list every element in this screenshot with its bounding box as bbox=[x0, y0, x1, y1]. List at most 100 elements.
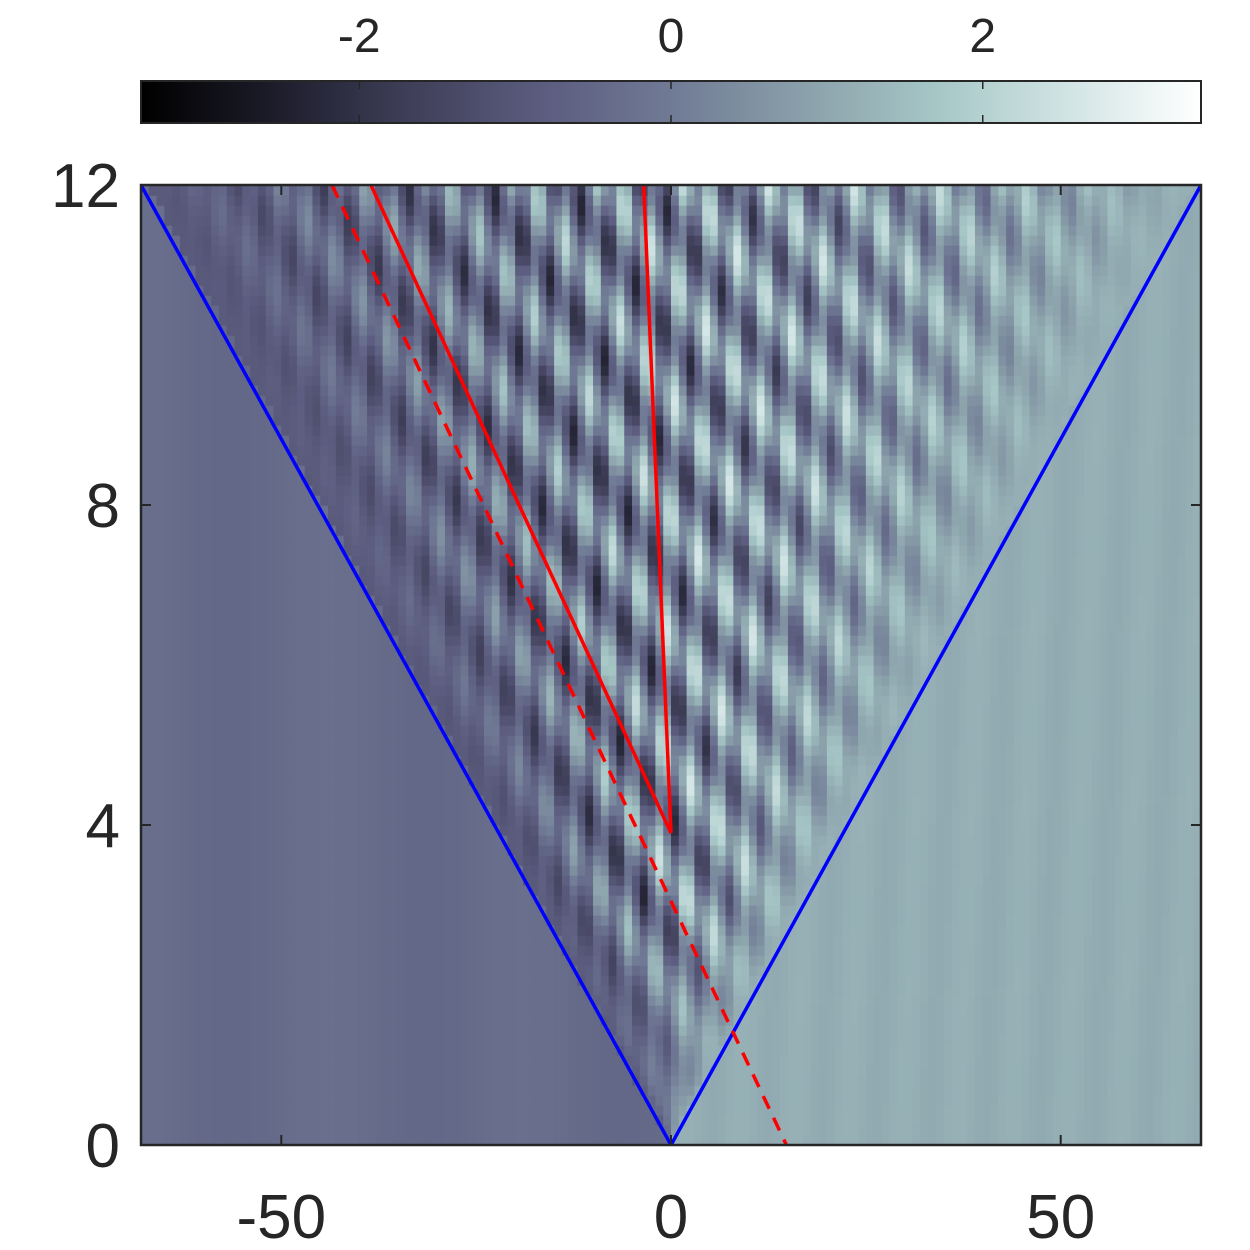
heatmap-cell bbox=[593, 985, 602, 996]
heatmap-cell bbox=[218, 915, 228, 926]
heatmap-cell bbox=[1006, 795, 1015, 806]
heatmap-cell bbox=[195, 855, 205, 866]
heatmap-cell bbox=[795, 815, 805, 826]
heatmap-cell bbox=[1060, 945, 1070, 956]
heatmap-cell bbox=[156, 1135, 166, 1145]
heatmap-cell bbox=[577, 795, 586, 806]
heatmap-cell bbox=[507, 995, 516, 1006]
heatmap-cell bbox=[335, 985, 345, 996]
heatmap-cell bbox=[1037, 835, 1046, 846]
heatmap-cell bbox=[577, 875, 586, 886]
heatmap-cell bbox=[671, 1115, 680, 1126]
heatmap-cell bbox=[1084, 995, 1093, 1006]
heatmap-cell bbox=[483, 1075, 493, 1086]
heatmap-cell bbox=[335, 1005, 345, 1016]
heatmap-cell bbox=[265, 1115, 275, 1126]
heatmap-cell bbox=[460, 835, 470, 846]
heatmap-cell bbox=[320, 785, 329, 796]
heatmap-cell bbox=[881, 1005, 890, 1016]
heatmap-cell bbox=[655, 935, 664, 946]
heatmap-cell bbox=[608, 1135, 618, 1145]
heatmap-cell bbox=[1045, 805, 1054, 816]
heatmap-cell bbox=[904, 1035, 914, 1046]
heatmap-cell bbox=[538, 915, 547, 926]
heatmap-cell bbox=[374, 1105, 384, 1116]
heatmap-cell bbox=[1060, 825, 1070, 836]
heatmap-cell bbox=[865, 925, 875, 936]
heatmap-cell bbox=[819, 985, 828, 996]
heatmap-cell bbox=[803, 925, 812, 936]
heatmap-cell bbox=[632, 815, 641, 826]
heatmap-cell bbox=[1076, 1015, 1085, 1026]
heatmap-cell bbox=[1021, 1055, 1031, 1066]
heatmap-cell bbox=[639, 815, 649, 826]
heatmap-cell bbox=[842, 855, 851, 866]
heatmap-cell bbox=[148, 805, 158, 816]
heatmap-cell bbox=[678, 885, 688, 896]
heatmap-cell bbox=[647, 865, 657, 876]
heatmap-cell bbox=[889, 1005, 898, 1016]
heatmap-cell bbox=[1037, 845, 1046, 856]
heatmap-cell bbox=[234, 1055, 244, 1066]
heatmap-cell bbox=[1060, 1055, 1070, 1066]
heatmap-cell bbox=[593, 945, 602, 956]
heatmap-cell bbox=[390, 1085, 399, 1096]
heatmap-cell bbox=[413, 925, 423, 936]
heatmap-cell bbox=[811, 925, 820, 936]
heatmap-cell bbox=[164, 1045, 173, 1056]
heatmap-cell bbox=[1060, 1035, 1070, 1046]
heatmap-cell bbox=[289, 1115, 298, 1126]
heatmap-cell bbox=[359, 905, 368, 916]
heatmap-cell bbox=[328, 925, 337, 936]
heatmap-cell bbox=[226, 965, 236, 976]
heatmap-cell bbox=[1130, 985, 1140, 996]
heatmap-cell bbox=[1115, 795, 1124, 806]
heatmap-cell bbox=[491, 995, 501, 1006]
heatmap-cell bbox=[600, 875, 610, 886]
heatmap-cell bbox=[351, 885, 360, 896]
heatmap-cell bbox=[1037, 885, 1046, 896]
heatmap-cell bbox=[507, 775, 516, 786]
heatmap-cell bbox=[982, 1135, 992, 1145]
heatmap-cell bbox=[1154, 1025, 1163, 1036]
heatmap-cell bbox=[530, 865, 540, 876]
heatmap-cell bbox=[499, 965, 509, 976]
heatmap-cell bbox=[834, 795, 844, 806]
heatmap-cell bbox=[281, 1075, 290, 1086]
heatmap-cell bbox=[390, 1075, 399, 1086]
heatmap-cell bbox=[858, 955, 867, 966]
heatmap-cell bbox=[686, 975, 696, 986]
heatmap-cell bbox=[413, 955, 423, 966]
heatmap-cell bbox=[1060, 1005, 1070, 1016]
heatmap-cell bbox=[538, 935, 547, 946]
heatmap-cell bbox=[429, 1065, 438, 1076]
heatmap-cell bbox=[1162, 985, 1171, 996]
heatmap-cell bbox=[1037, 825, 1046, 836]
heatmap-cell bbox=[546, 915, 555, 926]
heatmap-cell bbox=[795, 915, 805, 926]
heatmap-cell bbox=[1115, 845, 1124, 856]
heatmap-cell bbox=[577, 895, 586, 906]
heatmap-cell bbox=[632, 925, 641, 936]
heatmap-cell bbox=[811, 945, 820, 956]
heatmap-cell bbox=[1107, 865, 1116, 876]
heatmap-cell bbox=[694, 915, 703, 926]
heatmap-cell bbox=[920, 905, 929, 916]
heatmap-cell bbox=[850, 835, 859, 846]
heatmap-cell bbox=[663, 835, 672, 846]
heatmap-cell bbox=[242, 955, 251, 966]
heatmap-cell bbox=[834, 1005, 844, 1016]
heatmap-cell bbox=[530, 1035, 540, 1046]
heatmap-cell bbox=[772, 925, 781, 936]
heatmap-cell bbox=[897, 795, 906, 806]
heatmap-cell bbox=[943, 1125, 953, 1136]
heatmap-cell bbox=[351, 835, 360, 846]
heatmap-cell bbox=[1013, 1015, 1023, 1026]
heatmap-cell bbox=[460, 965, 470, 976]
heatmap-cell bbox=[289, 975, 298, 986]
heatmap-cell bbox=[897, 1025, 906, 1036]
heatmap-cell bbox=[632, 1025, 641, 1036]
heatmap-cell bbox=[632, 875, 641, 886]
heatmap-cell bbox=[764, 1005, 774, 1016]
heatmap-cell bbox=[374, 965, 384, 976]
